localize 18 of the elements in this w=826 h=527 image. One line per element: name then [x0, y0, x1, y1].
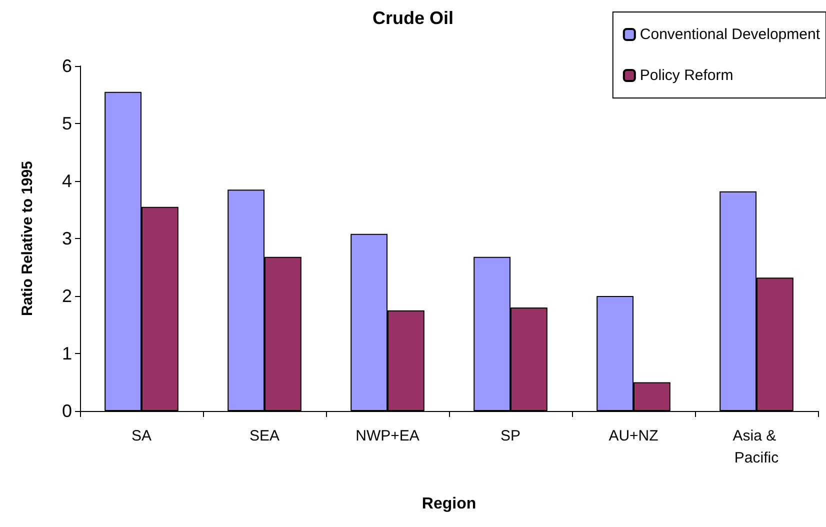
- x-axis-title: Region: [422, 496, 476, 512]
- x-tick-label: AU+NZ: [608, 428, 658, 444]
- x-tick-label: NWP+EA: [356, 428, 420, 444]
- y-tick-label: 4: [62, 171, 72, 191]
- y-tick-label: 5: [62, 114, 72, 134]
- y-tick-label: 6: [62, 56, 72, 76]
- legend-label: Policy Reform: [640, 67, 734, 84]
- x-tick-label: SA: [131, 428, 152, 444]
- chart-title: Crude Oil: [372, 8, 454, 28]
- x-tick-label: SP: [500, 428, 521, 444]
- x-tick-label: SEA: [249, 428, 280, 444]
- y-tick-label: 1: [62, 344, 72, 364]
- y-axis-title: Ratio Relative to 1995: [19, 160, 36, 316]
- legend-label: Conventional Development: [640, 26, 821, 43]
- x-tick-label: Asia & Pacific: [732, 428, 780, 466]
- y-tick-label: 2: [62, 286, 72, 306]
- y-tick-label: 3: [62, 228, 72, 248]
- y-tick-label: 0: [62, 401, 72, 421]
